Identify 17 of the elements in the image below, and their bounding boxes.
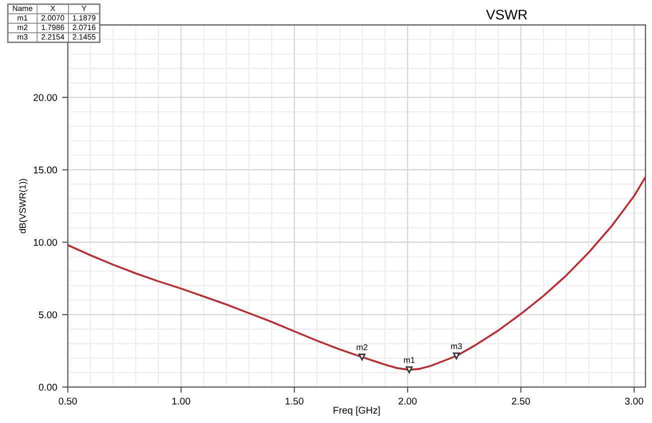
- y-axis-title: dB(VSWR(1)): [19, 178, 28, 234]
- annotation: m3: [451, 343, 462, 350]
- y-tick-label: 5.00: [38, 311, 58, 318]
- y-tick-label: 15.00: [34, 166, 58, 174]
- x-tick-label: 2.50: [512, 398, 530, 405]
- annotation: m2: [356, 344, 368, 350]
- annotation: m1: [404, 357, 415, 363]
- y-tick-label: 10.00: [34, 238, 58, 246]
- chart-title: VSWR: [486, 10, 528, 20]
- y-tick-label: 0.00: [38, 384, 58, 391]
- y-tick-label: 20.00: [34, 94, 58, 101]
- x-tick-label: 0.50: [58, 398, 77, 405]
- x-tick-label: 2.00: [398, 398, 417, 405]
- x-tick-label: 1.00: [172, 398, 190, 405]
- x-axis-title: Freq [GHz]: [334, 406, 380, 416]
- x-tick-label: 3.00: [625, 398, 644, 405]
- x-tick-label: 1.50: [286, 398, 304, 405]
